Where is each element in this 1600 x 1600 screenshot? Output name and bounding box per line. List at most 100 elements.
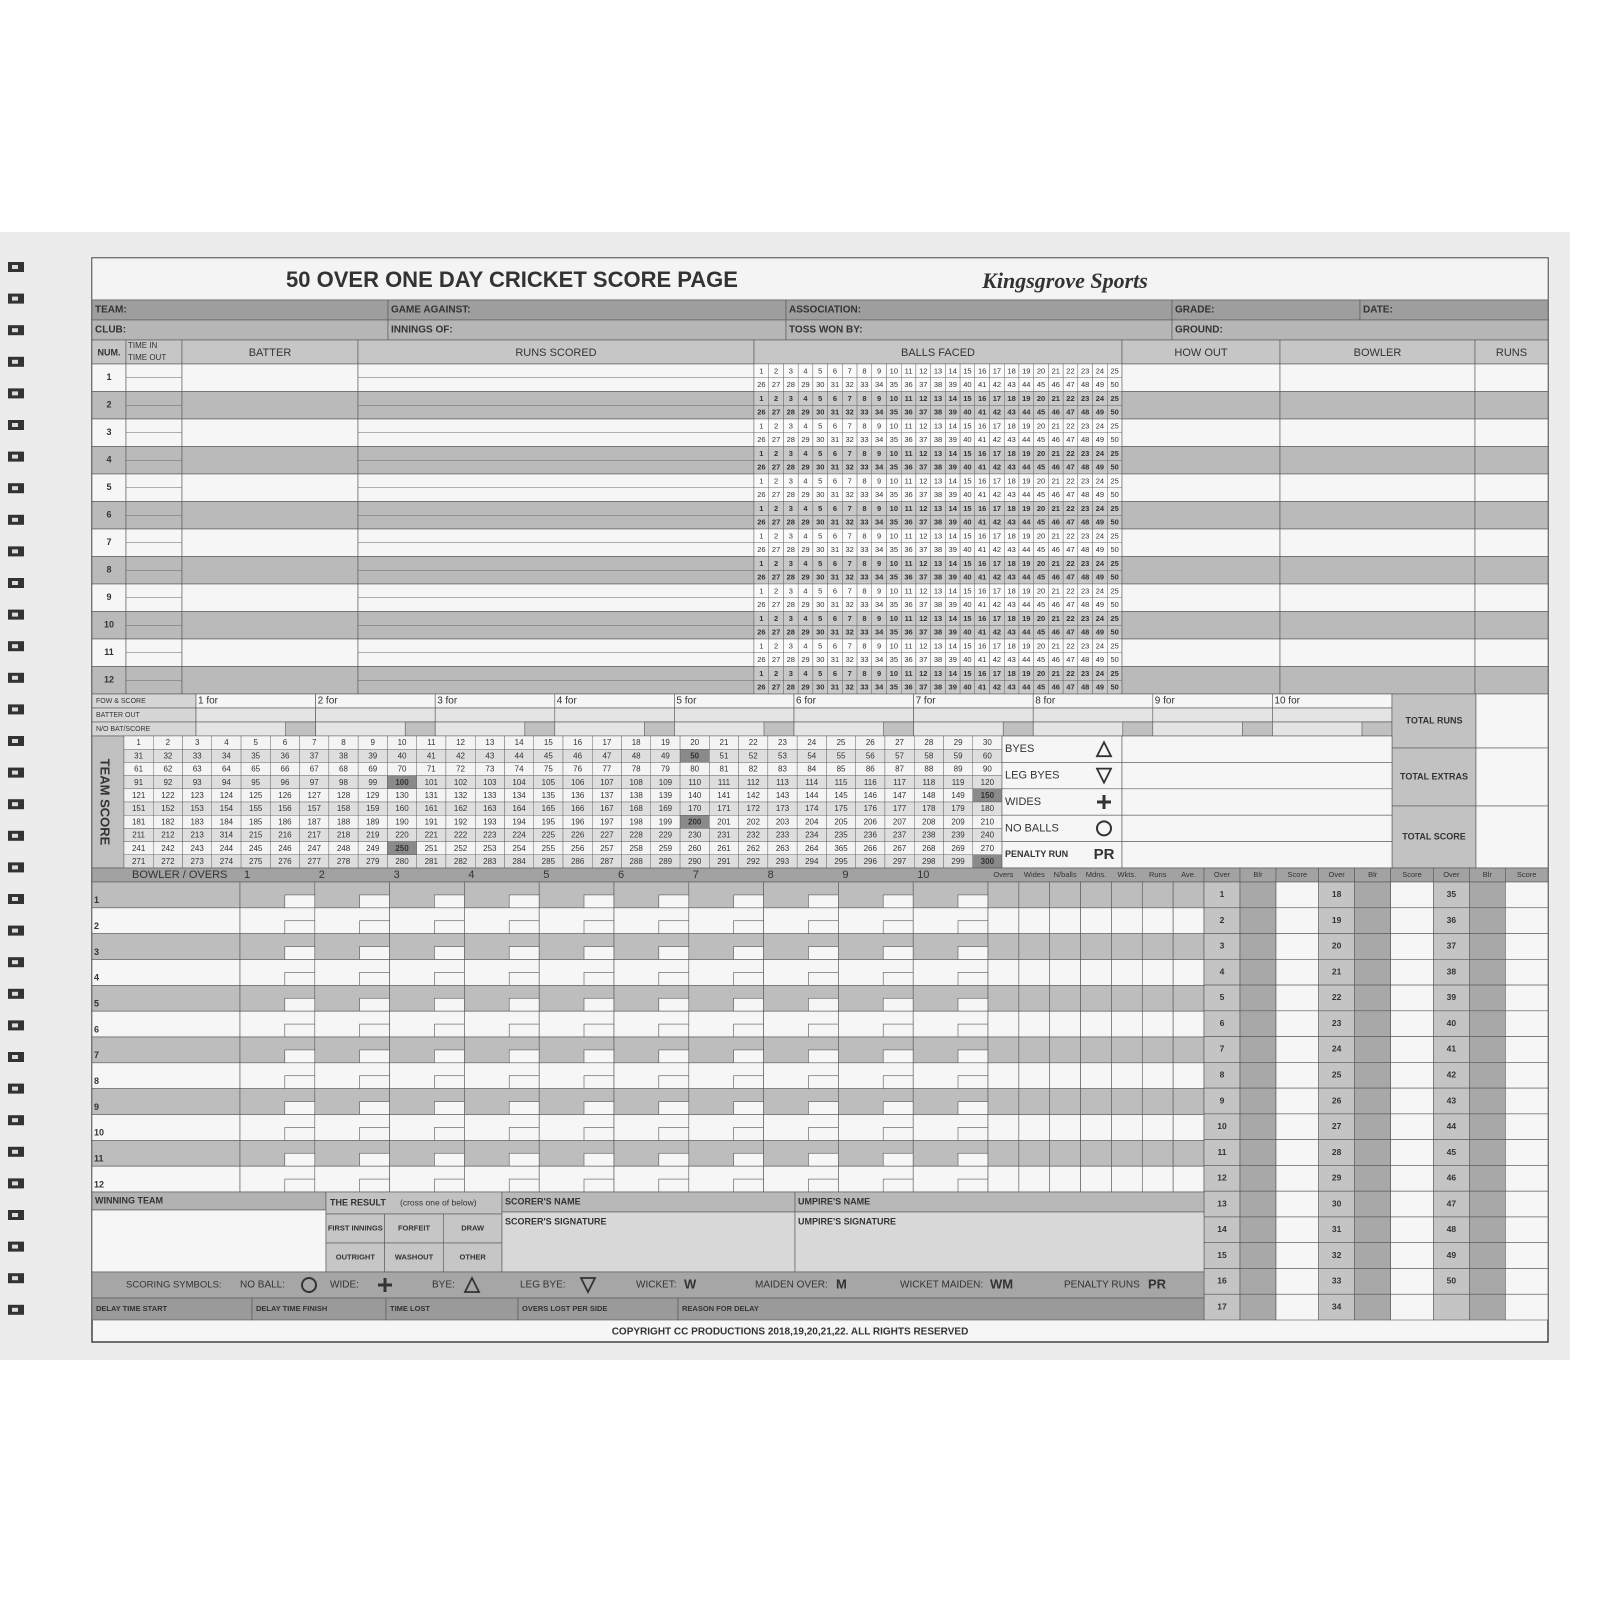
- ball-number: 31: [831, 490, 839, 499]
- ball-number: 16: [978, 669, 986, 678]
- over-log-number: 18: [1332, 889, 1342, 899]
- score-number: 273: [190, 857, 204, 866]
- cell: [91, 1010, 241, 1038]
- ball-number: 18: [1007, 641, 1015, 650]
- ball-number: 43: [1007, 573, 1015, 582]
- ball-number: 39: [949, 573, 957, 582]
- over-box: [583, 1152, 615, 1167]
- label: N/O BAT/SCORE: [96, 726, 151, 733]
- label: WINNING TEAM: [95, 1195, 163, 1205]
- ball-number: 9: [877, 586, 881, 595]
- ball-number: 2: [774, 669, 778, 678]
- ball-number: 21: [1052, 641, 1060, 650]
- score-number: 289: [659, 857, 673, 866]
- over-box: [882, 997, 914, 1012]
- stat-cell: [1080, 1062, 1112, 1089]
- ball-number: 13: [934, 614, 942, 623]
- ball-number: 17: [993, 504, 1001, 513]
- ball-number: 23: [1081, 669, 1089, 678]
- over-box: [658, 1127, 690, 1141]
- label: BOWLER / OVERS: [132, 869, 227, 881]
- ball-number: 9: [877, 641, 881, 650]
- ball-number: 34: [875, 490, 883, 499]
- ball-number: 49: [1096, 600, 1104, 609]
- ball-number: 17: [993, 366, 1001, 375]
- over-log-bowler: [1239, 1087, 1277, 1115]
- ball-number: 45: [1037, 490, 1045, 499]
- ball-number: 16: [978, 641, 986, 650]
- score-number: 217: [308, 831, 322, 840]
- score-number: 140: [688, 791, 702, 800]
- bowler-number: 4: [94, 973, 99, 983]
- over-box: [658, 1023, 690, 1038]
- bowler-number: 2: [94, 921, 99, 931]
- stat-cell: [1018, 881, 1051, 909]
- fow-wicket: 2 for: [318, 696, 339, 707]
- over-box: [658, 946, 690, 960]
- over-log-over: [1318, 907, 1355, 934]
- ball-number: 38: [934, 490, 942, 499]
- ball-number: 8: [862, 531, 866, 540]
- over-log-over: [1433, 1062, 1470, 1089]
- ball-number: 45: [1037, 463, 1045, 472]
- ball-number: 32: [846, 435, 854, 444]
- ball-number: 18: [1007, 559, 1015, 568]
- stat-cell: [1049, 907, 1081, 934]
- symbol-wide: [378, 1278, 392, 1292]
- fow-wicket: 1 for: [198, 696, 219, 707]
- ball-number: 29: [801, 600, 809, 609]
- over-log-score: [1505, 1190, 1549, 1218]
- label: BATTER OUT: [96, 712, 141, 719]
- stat-cell: [1111, 1010, 1143, 1038]
- over-box: [434, 1127, 465, 1141]
- score-number: 131: [425, 791, 439, 800]
- ball-number: 34: [875, 573, 884, 582]
- score-number: 26: [866, 738, 875, 747]
- over-box: [508, 1152, 540, 1167]
- label: WIDES: [1005, 796, 1041, 808]
- ball-number: 8: [862, 614, 866, 623]
- batter-number: 11: [104, 647, 114, 657]
- ball-number: 20: [1037, 586, 1045, 595]
- ball-number: 15: [963, 614, 971, 623]
- ball-number: 1: [759, 504, 763, 513]
- stat-cell: [1049, 1114, 1081, 1141]
- cell: [1474, 446, 1549, 475]
- ball-number: 33: [860, 600, 868, 609]
- ball-number: 40: [963, 518, 971, 527]
- ball-number: 50: [1110, 573, 1118, 582]
- score-number: 266: [864, 844, 878, 853]
- ball-number: 22: [1066, 394, 1074, 403]
- score-number: 196: [571, 817, 585, 826]
- score-number: 89: [954, 765, 963, 774]
- score-number: 52: [749, 751, 758, 760]
- ball-number: 47: [1066, 683, 1074, 692]
- ball-number: 32: [846, 600, 854, 609]
- cell: [181, 556, 359, 585]
- label: WICKET:: [636, 1280, 677, 1291]
- stat-cell: [1018, 1062, 1051, 1089]
- score-number: 213: [190, 831, 204, 840]
- extras-cell: [1001, 841, 1123, 869]
- ball-number: 1: [759, 394, 763, 403]
- over-box: [359, 1152, 390, 1167]
- label: LEG BYE:: [520, 1280, 566, 1291]
- ball-number: 47: [1066, 518, 1074, 527]
- ball-number: 49: [1096, 545, 1104, 554]
- label: BATTER: [249, 347, 292, 359]
- column-header: [1474, 339, 1549, 365]
- stat-cell: [1080, 907, 1112, 934]
- bowler-number: 1: [94, 895, 99, 905]
- ball-number: 26: [757, 408, 765, 417]
- ball-number: 18: [1007, 614, 1015, 623]
- over-log-bowler: [1239, 958, 1277, 986]
- ball-number: 20: [1037, 559, 1045, 568]
- over-log-number: 32: [1332, 1250, 1342, 1260]
- fow-wicket: 3 for: [437, 696, 458, 707]
- ball-number: 26: [757, 573, 765, 582]
- score-number: 278: [337, 857, 351, 866]
- ball-number: 47: [1066, 573, 1074, 582]
- ball-number: 21: [1052, 586, 1060, 595]
- over-box: [808, 894, 839, 909]
- ball-number: 27: [772, 655, 780, 664]
